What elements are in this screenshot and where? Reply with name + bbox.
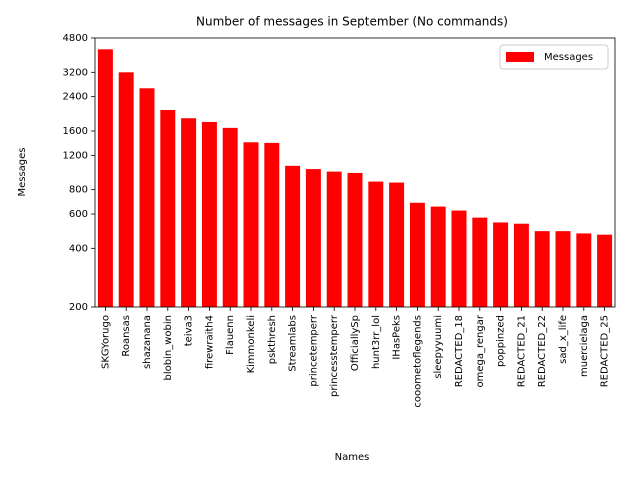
bar — [139, 88, 155, 307]
bar — [534, 231, 550, 307]
y-tick-label: 600 — [69, 209, 88, 220]
y-tick-label: 3200 — [63, 67, 88, 78]
bar — [181, 118, 197, 307]
x-tick-label: blobin_wobin — [163, 315, 174, 380]
chart-title: Number of messages in September (No comm… — [196, 15, 508, 29]
x-tick-label: OfficiallySp — [350, 315, 361, 371]
x-tick-label: REDACTED_18 — [454, 315, 465, 387]
x-tick-label: pskthresh — [267, 315, 278, 364]
bar — [389, 182, 405, 307]
x-tick-label: firewraith4 — [204, 315, 215, 369]
bar — [513, 223, 529, 307]
x-tick-label: muercielaga — [579, 315, 590, 377]
x-tick-label: Streamlabs — [288, 315, 299, 372]
x-tick-label: teiva3 — [184, 315, 195, 346]
bar — [264, 142, 280, 307]
bar — [222, 127, 238, 307]
x-tick-label: hunt3rr_lol — [371, 315, 382, 369]
bar — [160, 110, 176, 307]
x-tick-label: Flauenn — [225, 315, 236, 355]
legend-swatch — [506, 52, 534, 62]
x-tick-label: princesstemperr — [329, 314, 340, 397]
legend-box — [499, 44, 609, 70]
bar — [368, 181, 384, 307]
bar — [493, 222, 509, 307]
bar — [326, 171, 342, 307]
y-tick-label: 400 — [69, 243, 88, 254]
bar — [472, 217, 488, 307]
bar — [597, 234, 613, 307]
x-axis-label: Names — [335, 452, 370, 463]
y-axis-label: Messages — [17, 147, 28, 196]
x-tick-label: REDACTED_22 — [537, 315, 548, 387]
y-tick-label: 2400 — [63, 92, 88, 103]
y-tick-label: 800 — [69, 185, 88, 196]
x-tick-label: sad_x_life — [558, 315, 569, 364]
bar — [430, 206, 446, 307]
bar — [243, 142, 259, 307]
bar — [97, 49, 113, 308]
y-tick-label: 4800 — [63, 33, 88, 44]
x-tick-label: omega_rengar — [475, 314, 486, 387]
bar — [451, 210, 467, 307]
bar — [118, 72, 134, 307]
x-tick-label: REDACTED_25 — [600, 315, 611, 387]
x-tick-label: Roansas — [121, 315, 132, 357]
x-tick-label: princetemperr — [308, 314, 319, 386]
x-tick-label: REDACTED_21 — [516, 315, 527, 387]
legend-label: Messages — [544, 52, 593, 63]
x-tick-label: sleepyyuumi — [433, 315, 444, 379]
x-tick-label: IHasPeks — [392, 315, 403, 360]
x-tick-label: SKGYorugo — [100, 315, 111, 369]
x-tick-label: shazanana — [142, 315, 153, 369]
bar — [347, 172, 363, 307]
y-tick-label: 1200 — [63, 150, 88, 161]
plot-frame — [94, 37, 616, 308]
bar — [555, 231, 571, 307]
bar — [409, 202, 425, 307]
y-tick-label: 200 — [69, 302, 88, 313]
bar — [201, 121, 217, 308]
bar — [305, 169, 321, 307]
x-tick-label: Kimmonkeli — [246, 315, 257, 373]
bar — [576, 233, 592, 307]
bar — [285, 165, 301, 307]
y-tick-label: 1600 — [63, 126, 88, 137]
x-tick-label: poppinzed — [496, 315, 507, 367]
x-tick-label: cooometoflegends — [412, 315, 423, 408]
